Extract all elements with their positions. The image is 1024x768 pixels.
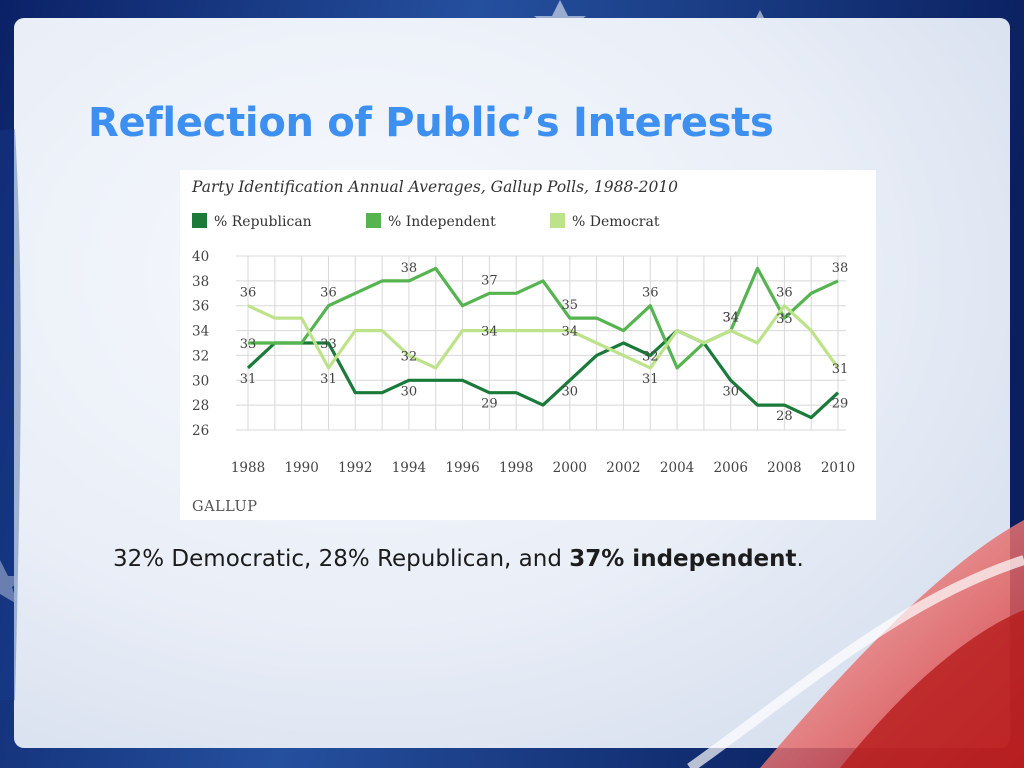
legend-swatch [366, 213, 381, 228]
data-label: 29 [832, 397, 849, 412]
data-label: 31 [832, 362, 849, 377]
caption: 32% Democratic, 28% Republican, and 37% … [113, 546, 804, 572]
data-label: 29 [481, 397, 498, 412]
data-label: 35 [562, 298, 579, 313]
x-tick-label: 2006 [714, 460, 748, 476]
data-label: 35 [776, 312, 793, 327]
x-tick-label: 2000 [553, 460, 587, 476]
data-label: 30 [722, 384, 739, 399]
party-id-chart: Party Identification Annual Averages, Ga… [191, 178, 855, 515]
y-tick-label: 36 [192, 299, 209, 315]
y-tick-label: 26 [192, 423, 209, 439]
legend-label: % Republican [214, 214, 312, 230]
y-tick-label: 28 [192, 398, 209, 414]
x-tick-label: 1998 [499, 460, 533, 476]
legend-label: % Democrat [572, 214, 660, 230]
chart-card: Party Identification Annual Averages, Ga… [180, 170, 876, 520]
data-label: 31 [240, 372, 257, 387]
data-label: 32 [401, 349, 418, 364]
y-tick-label: 34 [192, 324, 209, 340]
data-label: 38 [832, 261, 849, 276]
data-label: 36 [240, 286, 257, 301]
data-label: 36 [776, 286, 793, 301]
data-label: 34 [562, 325, 579, 340]
caption-end: . [796, 546, 804, 572]
x-tick-label: 1990 [284, 460, 318, 476]
data-label: 33 [320, 337, 337, 352]
x-tick-label: 2010 [821, 460, 855, 476]
legend-swatch [550, 213, 565, 228]
caption-bold: 37% independent [569, 546, 797, 572]
data-label: 32 [642, 349, 659, 364]
caption-text: 32% Democratic, 28% Republican, and [113, 546, 570, 572]
data-label: 36 [642, 286, 659, 301]
x-tick-label: 1988 [231, 460, 265, 476]
chart-title: Party Identification Annual Averages, Ga… [191, 178, 678, 196]
data-label: 28 [776, 409, 793, 424]
y-tick-label: 30 [192, 373, 209, 389]
x-tick-label: 1992 [338, 460, 372, 476]
data-label: 31 [320, 372, 337, 387]
data-label: 38 [401, 261, 418, 276]
data-label: 30 [562, 384, 579, 399]
data-label: 37 [481, 273, 498, 288]
data-label: 31 [642, 372, 659, 387]
legend-swatch [192, 213, 207, 228]
y-tick-label: 38 [192, 274, 209, 290]
data-label: 33 [240, 337, 257, 352]
series-line [246, 329, 840, 420]
x-tick-label: 1994 [392, 460, 426, 476]
data-label: 34 [722, 311, 739, 326]
x-tick-label: 2002 [606, 460, 640, 476]
gallup-logo: GALLUP [192, 499, 258, 515]
x-tick-label: 1996 [445, 460, 479, 476]
data-label: 34 [481, 325, 498, 340]
legend-label: % Independent [388, 214, 496, 230]
data-label: 30 [401, 384, 418, 399]
slide-title: Reflection of Public’s Interests [88, 100, 774, 146]
x-tick-label: 2004 [660, 460, 694, 476]
y-tick-label: 40 [192, 249, 209, 265]
data-label: 34 [722, 311, 739, 326]
x-tick-label: 2008 [767, 460, 801, 476]
y-tick-label: 32 [192, 348, 209, 364]
data-label: 36 [320, 286, 337, 301]
series-line [248, 266, 839, 370]
series-line [247, 304, 840, 370]
